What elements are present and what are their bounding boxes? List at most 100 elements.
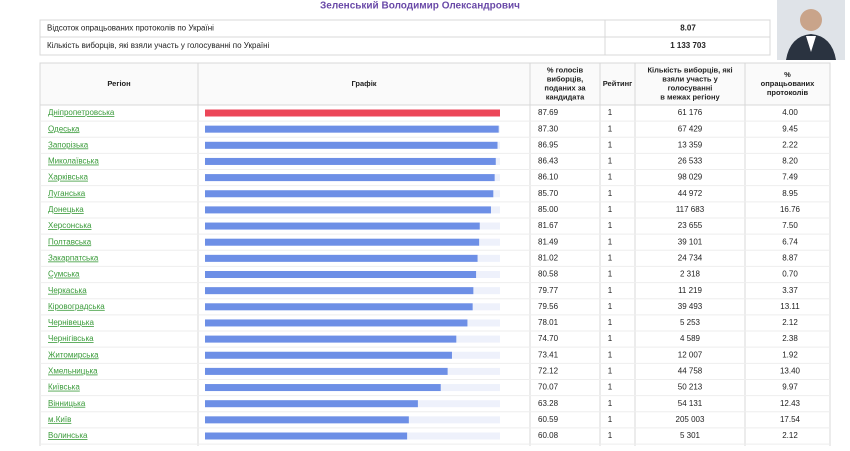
pct-cell: 85.70	[538, 189, 559, 198]
pct-cell: 74.70	[538, 334, 559, 343]
voters-cell: 98 029	[678, 173, 703, 182]
pct-cell: 81.49	[538, 237, 559, 246]
processed-cell: 4.00	[782, 108, 798, 117]
rank-cell: 1	[608, 205, 613, 214]
table-header-bg	[39, 62, 831, 106]
column-header: % голосів виборців, поданих за кандидата	[544, 65, 586, 101]
voters-cell: 44 758	[678, 367, 703, 376]
summary-label: Кількість виборців, які взяли участь у г…	[47, 41, 270, 50]
rank-cell: 1	[608, 221, 613, 230]
rank-cell: 1	[608, 334, 613, 343]
bar	[205, 400, 418, 408]
pct-cell: 81.02	[538, 253, 559, 262]
processed-cell: 7.49	[782, 173, 798, 182]
processed-cell: 13.40	[780, 367, 801, 376]
rank-cell: 1	[608, 253, 613, 262]
voters-cell: 39 101	[678, 237, 703, 246]
processed-cell: 2.22	[782, 140, 798, 149]
pct-cell: 87.69	[538, 108, 559, 117]
region-link[interactable]: Житомирська	[48, 350, 99, 359]
bar	[205, 271, 477, 278]
pct-cell: 79.56	[538, 302, 559, 311]
pct-cell: 85.00	[538, 205, 559, 214]
column-header: % опрацьованих протоколів	[761, 70, 815, 97]
voters-cell: 61 176	[678, 108, 703, 117]
region-link[interactable]: Донецька	[48, 205, 84, 214]
summary-value: 1 133 703	[670, 41, 706, 50]
voters-cell: 5 253	[680, 318, 701, 327]
processed-cell: 9.45	[782, 124, 798, 133]
region-link[interactable]: м.Київ	[48, 415, 71, 424]
rank-cell: 1	[608, 399, 613, 408]
voters-cell: 44 972	[678, 189, 703, 198]
pct-cell: 73.41	[538, 350, 559, 359]
processed-cell: 12.43	[780, 399, 801, 408]
region-link[interactable]: Дніпропетровська	[48, 108, 115, 117]
region-link[interactable]: Сумська	[48, 270, 80, 279]
summary-value: 8.07	[680, 24, 696, 33]
region-link[interactable]: Кіровоградська	[48, 302, 105, 311]
voters-cell: 4 589	[680, 334, 701, 343]
pct-cell: 80.58	[538, 270, 559, 279]
bar	[205, 416, 409, 424]
rank-cell: 1	[608, 270, 613, 279]
column-header: Рейтинг	[603, 79, 633, 88]
region-link[interactable]: Миколаївська	[48, 157, 99, 166]
region-link[interactable]: Луганська	[48, 189, 86, 198]
processed-cell: 1.92	[782, 350, 798, 359]
processed-cell: 2.12	[782, 318, 798, 327]
voters-cell: 50 213	[678, 383, 703, 392]
voters-cell: 26 533	[678, 157, 703, 166]
bar	[205, 206, 491, 214]
rank-cell: 1	[608, 286, 613, 295]
pct-cell: 86.95	[538, 140, 559, 149]
rank-cell: 1	[608, 108, 613, 117]
processed-cell: 6.74	[782, 237, 798, 246]
region-link[interactable]: Закарпатська	[48, 253, 99, 262]
voters-cell: 54 131	[678, 399, 703, 408]
processed-cell: 3.37	[782, 286, 798, 295]
region-link[interactable]: Чернівецька	[48, 318, 94, 327]
photo	[777, 0, 845, 60]
rank-cell: 1	[608, 140, 613, 149]
candidate-name: Зеленський Володимир Олександрович	[320, 1, 520, 12]
region-link[interactable]: Волинська	[48, 431, 88, 440]
bar	[205, 109, 500, 117]
pct-cell: 60.59	[538, 415, 559, 424]
rank-cell: 1	[608, 367, 613, 376]
bar	[205, 384, 441, 392]
rank-cell: 1	[608, 173, 613, 182]
voters-cell: 39 493	[678, 302, 703, 311]
region-link[interactable]: Полтавська	[48, 237, 92, 246]
region-link[interactable]: Київська	[48, 383, 80, 392]
region-link[interactable]: Харківська	[48, 173, 89, 182]
voters-cell: 67 429	[678, 124, 703, 133]
region-link[interactable]: Запорізька	[48, 140, 89, 149]
summary-label: Відсоток опрацьованих протоколів по Укра…	[47, 24, 214, 33]
processed-cell: 2.12	[782, 431, 798, 440]
voters-cell: 12 007	[678, 350, 703, 359]
region-link[interactable]: Чернігівська	[48, 334, 94, 343]
voters-cell: 24 734	[678, 253, 703, 262]
voters-cell: 23 655	[678, 221, 703, 230]
bar	[205, 432, 408, 440]
bar	[205, 238, 480, 246]
region-link[interactable]: Вінницька	[48, 399, 86, 408]
region-link[interactable]: Хмельницька	[48, 367, 98, 376]
bar	[205, 222, 480, 230]
rank-cell: 1	[608, 383, 613, 392]
bar	[205, 367, 448, 375]
rank-cell: 1	[608, 415, 613, 424]
processed-cell: 8.20	[782, 157, 798, 166]
bar	[205, 287, 474, 295]
region-link[interactable]: Одеська	[48, 124, 80, 133]
rank-cell: 1	[608, 157, 613, 166]
rank-cell: 1	[608, 124, 613, 133]
column-header: Кількість виборців, які взяли участь у гол…	[647, 65, 732, 101]
region-link[interactable]: Черкаська	[48, 286, 87, 295]
region-link[interactable]: Херсонська	[48, 221, 92, 230]
pct-cell: 81.67	[538, 221, 559, 230]
processed-cell: 16.76	[780, 205, 801, 214]
voters-cell: 2 318	[680, 270, 701, 279]
